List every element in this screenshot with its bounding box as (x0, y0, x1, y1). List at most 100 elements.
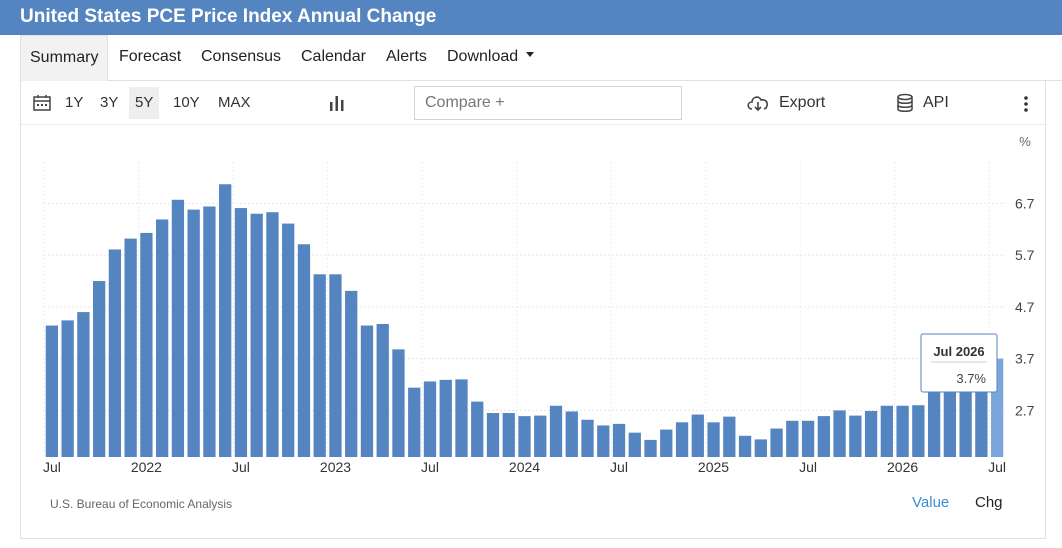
bar[interactable] (549, 405, 563, 457)
bar[interactable] (833, 410, 846, 457)
bar[interactable] (896, 405, 909, 457)
bar[interactable] (801, 420, 815, 457)
x-tick-label: 2025 (698, 459, 729, 475)
x-tick-label: Jul (610, 459, 628, 475)
bar[interactable] (124, 238, 137, 457)
bar[interactable] (140, 232, 153, 457)
bar[interactable] (203, 206, 216, 457)
bar[interactable] (77, 312, 90, 457)
source-label: U.S. Bureau of Economic Analysis (50, 497, 233, 511)
bar[interactable] (471, 401, 484, 457)
bar[interactable] (234, 208, 248, 457)
value-toggle[interactable]: Value (912, 494, 950, 511)
bar[interactable] (61, 320, 74, 457)
bar[interactable] (707, 422, 720, 457)
tab-summary[interactable]: Summary (20, 35, 109, 81)
tooltip-value: 3.7% (956, 371, 986, 386)
bar[interactable] (376, 323, 389, 457)
export-button[interactable]: Export (779, 94, 826, 111)
y-tick-label: 4.7 (1015, 299, 1035, 315)
bar[interactable] (738, 435, 752, 457)
tab-consensus[interactable]: Consensus (201, 48, 282, 65)
bar[interactable] (927, 384, 941, 457)
calendar-icon[interactable] (32, 93, 52, 113)
range-max-button[interactable]: MAX (218, 94, 251, 111)
x-tick-label: Jul (799, 459, 817, 475)
bar[interactable] (880, 405, 893, 457)
bar[interactable] (817, 416, 830, 457)
bar[interactable] (565, 411, 578, 457)
bar[interactable] (187, 209, 200, 457)
bar[interactable] (518, 416, 531, 457)
database-icon[interactable] (895, 93, 915, 113)
bar[interactable] (691, 414, 704, 457)
nav-tabs: Summary Forecast Consensus Calendar Aler… (20, 35, 1062, 81)
x-axis: Jul 2022 Jul 2023 Jul 2024 Jul 2025 Jul 2026 Jul (43, 459, 1006, 475)
bar[interactable] (502, 413, 515, 457)
more-options-icon[interactable] (1023, 95, 1029, 113)
bar[interactable] (597, 425, 610, 457)
chart-toolbar: 1Y 3Y 5Y 10Y MAX Compare + Export API (21, 81, 1047, 125)
bar[interactable] (93, 281, 106, 457)
bar[interactable] (282, 223, 295, 457)
x-tick-label: Jul (43, 459, 61, 475)
range-5y-button[interactable]: 5Y (129, 87, 160, 119)
range-1y-button[interactable]: 1Y (65, 94, 84, 111)
bar[interactable] (408, 387, 421, 457)
bar[interactable] (628, 432, 641, 457)
y-tick-label: 5.7 (1015, 247, 1035, 263)
cloud-download-icon[interactable] (745, 93, 771, 113)
api-button[interactable]: API (923, 94, 949, 111)
range-10y-button[interactable]: 10Y (173, 94, 200, 111)
bar[interactable] (612, 423, 626, 457)
bar[interactable] (219, 184, 232, 457)
bar-chart-icon[interactable] (328, 94, 346, 112)
range-3y-button[interactable]: 3Y (100, 94, 119, 111)
bar[interactable] (723, 416, 736, 457)
bar[interactable] (156, 219, 169, 457)
bar[interactable] (439, 379, 452, 457)
bar[interactable] (581, 419, 594, 457)
bar[interactable] (266, 212, 279, 457)
bar[interactable] (360, 325, 374, 457)
bar[interactable] (171, 199, 185, 457)
bar[interactable] (313, 274, 326, 457)
chart-tooltip: Jul 2026 3.7% (920, 333, 998, 393)
bar[interactable] (864, 410, 878, 457)
y-unit-label: % (1019, 134, 1031, 149)
tab-calendar[interactable]: Calendar (301, 48, 366, 65)
bar[interactable] (392, 349, 405, 457)
chevron-down-icon (526, 52, 535, 58)
bar[interactable] (770, 428, 783, 457)
tab-download[interactable]: Download (447, 35, 535, 81)
bar[interactable] (486, 413, 500, 457)
tab-download-label: Download (447, 48, 519, 65)
bar[interactable] (534, 415, 547, 457)
bar[interactable] (675, 422, 689, 457)
bar[interactable] (849, 415, 862, 457)
bar[interactable] (943, 379, 957, 457)
bar[interactable] (786, 420, 799, 457)
y-tick-label: 6.7 (1015, 195, 1035, 211)
chg-toggle[interactable]: Chg (975, 494, 1003, 511)
x-tick-label: 2026 (887, 459, 918, 475)
bar[interactable] (754, 439, 767, 457)
bar[interactable] (912, 405, 925, 457)
tab-alerts[interactable]: Alerts (386, 48, 427, 65)
bar[interactable] (644, 439, 657, 457)
bar[interactable] (345, 290, 358, 457)
chart-panel: 1Y 3Y 5Y 10Y MAX Compare + Export API U.… (20, 81, 1047, 539)
tab-forecast[interactable]: Forecast (119, 48, 182, 65)
bar[interactable] (108, 249, 122, 457)
bar[interactable] (329, 274, 342, 457)
bar[interactable] (250, 213, 263, 457)
x-tick-label: Jul (421, 459, 439, 475)
bar[interactable] (423, 381, 437, 457)
bar[interactable] (297, 244, 311, 457)
compare-input[interactable]: Compare + (414, 86, 682, 120)
bar[interactable] (959, 374, 972, 457)
bar[interactable] (660, 429, 673, 457)
pce-bar-chart: 2.73.74.75.76.7 Jul 2022 Jul 2023 Jul 2024 Jul… (43, 134, 1035, 475)
bar[interactable] (45, 325, 59, 457)
bar[interactable] (455, 379, 468, 457)
